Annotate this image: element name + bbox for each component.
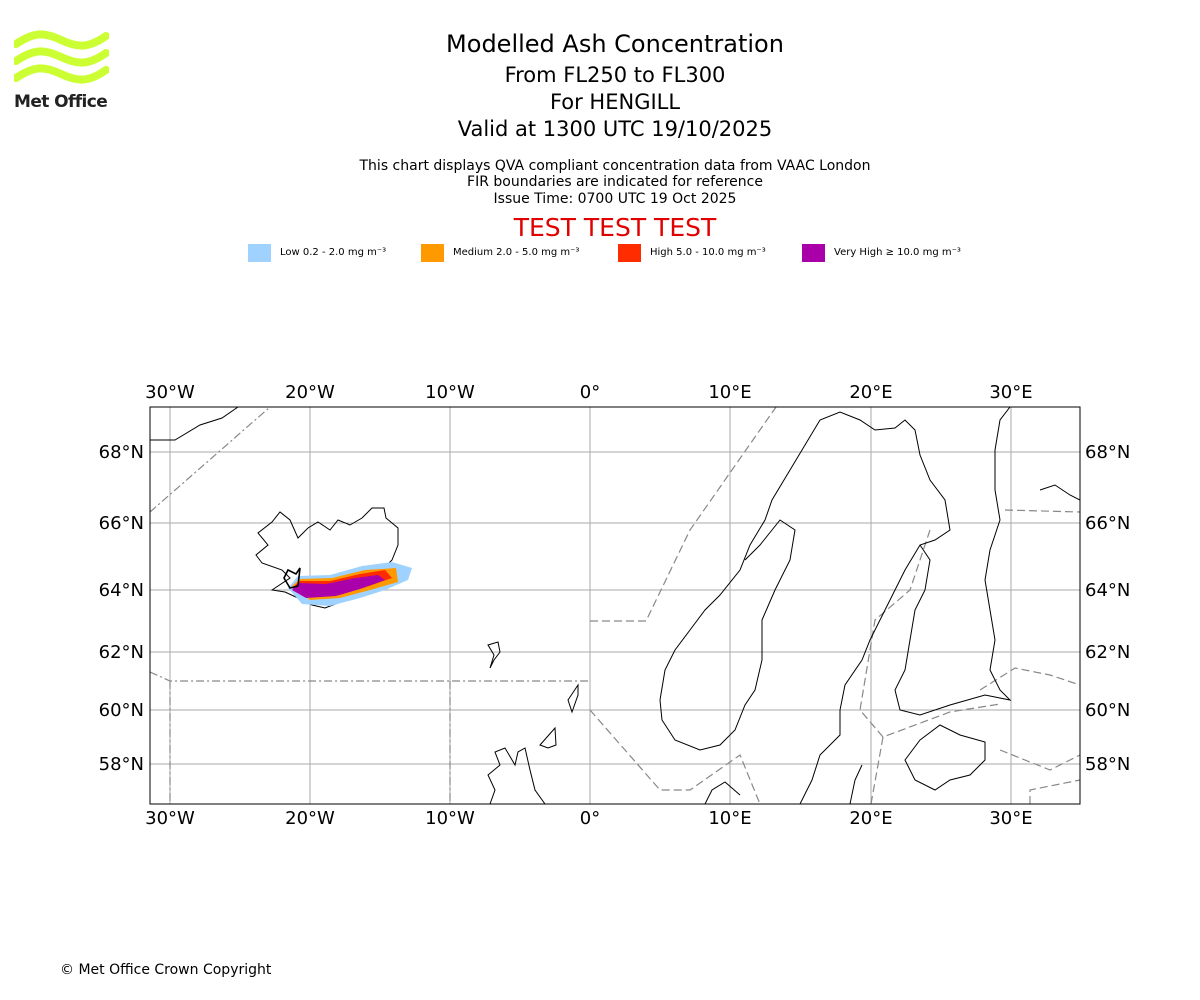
- lon-label-top: 20°W: [285, 382, 335, 403]
- lat-label-left: 64°N: [99, 580, 144, 601]
- chart-title: Modelled Ash Concentration: [446, 30, 784, 58]
- legend-swatch-medium: [421, 244, 444, 262]
- ash-plume: [283, 562, 412, 606]
- coast-shetland: [567, 683, 579, 714]
- legend-label-medium: Medium 2.0 - 5.0 mg m⁻³: [453, 247, 580, 258]
- fir-boundary-north-sea: [589, 709, 761, 804]
- lon-label-bottom: 0°: [580, 808, 600, 829]
- lat-label-right: 64°N: [1085, 580, 1130, 601]
- fir-boundary-latvia: [1029, 779, 1080, 804]
- legend-label-low: Low 0.2 - 2.0 mg m⁻³: [280, 247, 387, 258]
- volcano-subtitle: For HENGILL: [549, 90, 681, 114]
- lat-label-left: 68°N: [99, 442, 144, 463]
- lon-label-top: 10°E: [708, 382, 751, 403]
- ash-very-high-area: [292, 575, 385, 598]
- lat-label-left: 60°N: [99, 700, 144, 721]
- legend-label-very-high: Very High ≥ 10.0 mg m⁻³: [834, 247, 961, 258]
- legend-label-high: High 5.0 - 10.0 mg m⁻³: [650, 247, 766, 258]
- lon-label-top: 30°E: [989, 382, 1032, 403]
- coast-faroes: [487, 641, 501, 669]
- lon-label-bottom: 10°W: [425, 808, 475, 829]
- map-background: [150, 407, 1080, 804]
- legend-swatch-low: [248, 244, 271, 262]
- lat-label-right: 62°N: [1085, 642, 1130, 663]
- lat-label-right: 58°N: [1085, 754, 1130, 775]
- fir-boundary-estonia: [999, 749, 1080, 771]
- lat-label-right: 66°N: [1085, 513, 1130, 534]
- fir-boundary-norway-west: [590, 407, 777, 622]
- lat-label-right: 68°N: [1085, 442, 1130, 463]
- lat-label-left: 66°N: [99, 513, 144, 534]
- lat-label-left: 62°N: [99, 642, 144, 663]
- lon-label-bottom: 30°E: [989, 808, 1032, 829]
- lon-label-top: 10°W: [425, 382, 475, 403]
- lon-label-bottom: 20°E: [849, 808, 892, 829]
- lon-label-bottom: 10°E: [708, 808, 751, 829]
- copyright-text: © Met Office Crown Copyright: [60, 962, 272, 978]
- legend-swatch-high: [618, 244, 641, 262]
- coast-denmark: [704, 781, 741, 804]
- lon-label-top: 30°W: [145, 382, 195, 403]
- volcano-source-marker: [283, 567, 301, 589]
- lon-label-bottom: 20°W: [285, 808, 335, 829]
- legend-swatch-very-high: [802, 244, 825, 262]
- coastlines: [150, 407, 1080, 804]
- flight-level-subtitle: From FL250 to FL300: [504, 63, 726, 87]
- logo-waves-icon: [14, 30, 109, 84]
- fir-boundaries: [150, 407, 1080, 804]
- lat-label-right: 60°N: [1085, 700, 1130, 721]
- fir-boundary-russia-north: [1004, 509, 1080, 513]
- map-frame: [149, 406, 1081, 805]
- logo-text: Met Office: [14, 92, 108, 112]
- coast-greenland: [150, 407, 239, 441]
- coast-scandinavia: [659, 411, 951, 804]
- issue-time-note: Issue Time: 0700 UTC 19 Oct 2025: [493, 191, 737, 207]
- coast-kola: [1039, 484, 1080, 501]
- lon-label-top: 0°: [580, 382, 600, 403]
- valid-time-subtitle: Valid at 1300 UTC 19/10/2025: [457, 117, 773, 141]
- fir-boundary-sweden-finland: [859, 529, 1001, 738]
- coast-orkney: [539, 726, 557, 749]
- ash-concentration-map: 30°W 20°W 10°W 0° 10°E 20°E 30°E 30°W 20…: [99, 382, 1131, 829]
- coast-finland: [894, 407, 1012, 716]
- met-office-logo: [14, 30, 109, 84]
- coast-scotland: [487, 747, 546, 804]
- lat-label-left: 58°N: [99, 754, 144, 775]
- fir-note: FIR boundaries are indicated for referen…: [467, 174, 763, 190]
- lon-label-top: 20°E: [849, 382, 892, 403]
- lon-label-bottom: 30°W: [145, 808, 195, 829]
- fir-boundary-shanwick: [150, 407, 271, 513]
- test-banner: TEST TEST TEST: [513, 213, 717, 242]
- coast-estonia: [904, 724, 986, 791]
- coast-gotland: [849, 764, 863, 804]
- data-source-note: This chart displays QVA compliant concen…: [359, 158, 871, 174]
